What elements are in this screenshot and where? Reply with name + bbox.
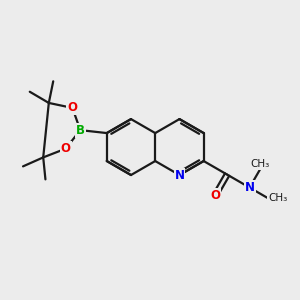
- Text: O: O: [210, 189, 220, 202]
- Text: CH₃: CH₃: [268, 193, 287, 203]
- Text: B: B: [76, 124, 85, 136]
- Text: O: O: [68, 101, 77, 114]
- Text: O: O: [61, 142, 71, 155]
- Text: N: N: [244, 181, 255, 194]
- Text: CH₃: CH₃: [250, 159, 270, 169]
- Text: N: N: [174, 169, 184, 182]
